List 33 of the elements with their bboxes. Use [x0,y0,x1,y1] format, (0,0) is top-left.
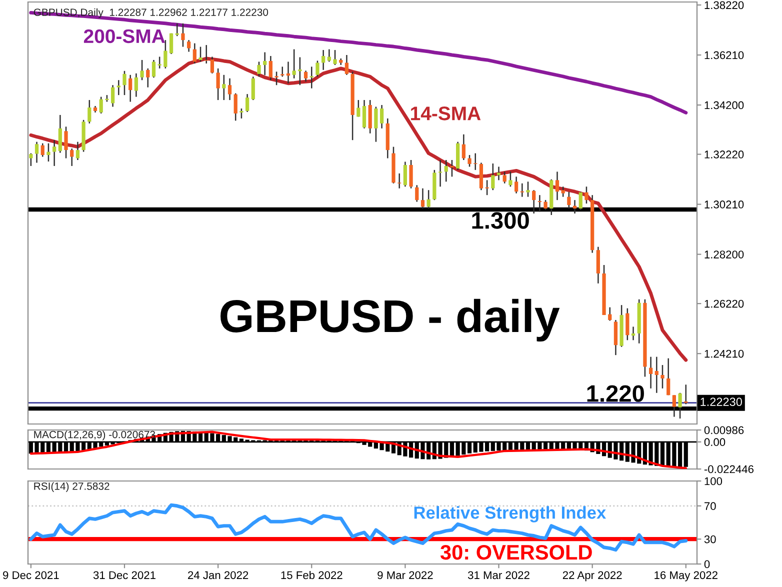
x-tick-label: 22 Apr 2022 [562,571,622,582]
chart-title: MACD(12,26,9) -0.020673 [34,430,156,440]
y-tick-label: 1.38220 [704,1,744,10]
x-tick-label: 9 Mar 2022 [378,571,433,580]
ref-line-label: 1.220 [587,385,644,402]
x-tick-label: 31 Dec 2021 [93,571,156,580]
y-tick-label: 1.28200 [704,250,744,258]
y-tick-label: 30 [704,535,716,544]
x-tick-label: 16 May 2022 [654,571,718,582]
y-tick-label: 1.32220 [704,150,744,158]
y-tick-label: -0.022446 [704,465,754,474]
x-tick-label: 9 Dec 2021 [3,571,59,580]
ref-line-label: 1.22230 [700,398,742,406]
annotation: GBPUSD - daily [220,298,560,342]
series-label: 14-SMA [411,106,481,120]
y-tick-label: 0.00986 [704,426,744,434]
y-tick-label: 0 [704,560,710,568]
series-label: 200-SMA [84,29,165,44]
y-tick-label: 1.26220 [704,300,744,308]
y-tick-label: 70 [704,502,716,510]
y-tick-label: 1.24210 [704,350,744,358]
y-tick-label: 100 [704,477,722,486]
y-tick-label: 0.00 [704,438,726,446]
chart-title: RSI(14) 27.5832 [34,482,110,492]
y-tick-label: 1.30210 [704,200,744,208]
x-tick-label: 31 Mar 2022 [468,571,530,580]
x-tick-label: 24 Jan 2022 [188,571,248,580]
y-tick-label: 1.34200 [704,101,744,110]
ref-line-label: 1.300 [472,212,529,229]
y-tick-label: 1.36210 [704,51,744,60]
x-tick-label: 15 Feb 2022 [281,570,342,580]
ref-line-label: 30: OVERSOLD [440,544,592,560]
series-label: Relative Strength Index [414,506,606,522]
